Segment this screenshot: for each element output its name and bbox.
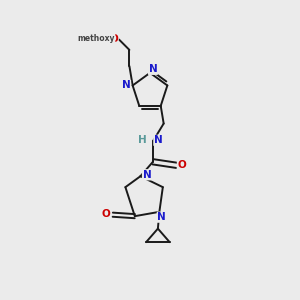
Text: N: N bbox=[154, 135, 163, 145]
Text: O: O bbox=[110, 34, 118, 44]
Text: H: H bbox=[138, 135, 146, 145]
Text: O: O bbox=[102, 209, 111, 219]
Text: N: N bbox=[157, 212, 166, 222]
Text: N: N bbox=[122, 80, 130, 91]
Text: N: N bbox=[142, 170, 151, 180]
Text: O: O bbox=[177, 160, 186, 170]
Text: methoxy: methoxy bbox=[77, 34, 115, 43]
Text: N: N bbox=[148, 64, 157, 74]
